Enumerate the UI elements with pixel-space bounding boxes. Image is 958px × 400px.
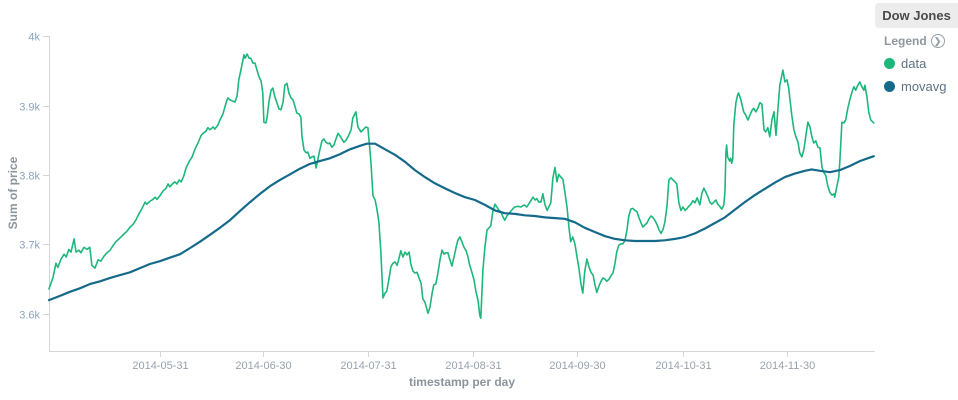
legend-swatch-icon <box>884 81 895 92</box>
legend-collapse-icon[interactable]: ❯ <box>930 34 945 48</box>
x-tick-label: 2014-08-31 <box>445 360 501 372</box>
legend-items: data movavg <box>875 56 958 94</box>
plot-area[interactable] <box>49 28 875 351</box>
legend-panel: Dow Jones Legend ❯ data movavg <box>875 0 958 400</box>
panel-title: Dow Jones <box>875 3 958 28</box>
series-line-movavg <box>47 142 875 302</box>
y-tick-label: 4k <box>28 32 40 44</box>
y-tick-label: 3.7k <box>19 240 40 252</box>
y-tick-label: 3.8k <box>19 171 40 183</box>
x-tick-label: 2014-09-30 <box>549 360 605 372</box>
series-line-data <box>48 53 875 320</box>
x-tick-label: 2014-05-31 <box>132 360 188 372</box>
x-axis-title: timestamp per day <box>408 375 516 389</box>
legend-label: Legend <box>884 34 927 48</box>
x-tick-label: 2014-10-31 <box>655 360 711 372</box>
y-axis-title: Sum of price <box>6 156 20 230</box>
legend-item-label: data <box>901 56 927 71</box>
legend-item-movavg[interactable]: movavg <box>884 79 958 94</box>
legend-header: Legend ❯ <box>884 34 958 48</box>
y-tick-label: 3.6k <box>19 310 40 322</box>
legend-item-label: movavg <box>901 79 947 94</box>
y-tick-label: 3.9k <box>19 102 40 114</box>
legend-swatch-icon <box>884 58 895 69</box>
x-tick-label: 2014-06-30 <box>235 360 291 372</box>
x-tick-label: 2014-07-31 <box>340 360 396 372</box>
legend-item-data[interactable]: data <box>884 56 958 71</box>
x-tick-label: 2014-11-30 <box>760 360 815 372</box>
